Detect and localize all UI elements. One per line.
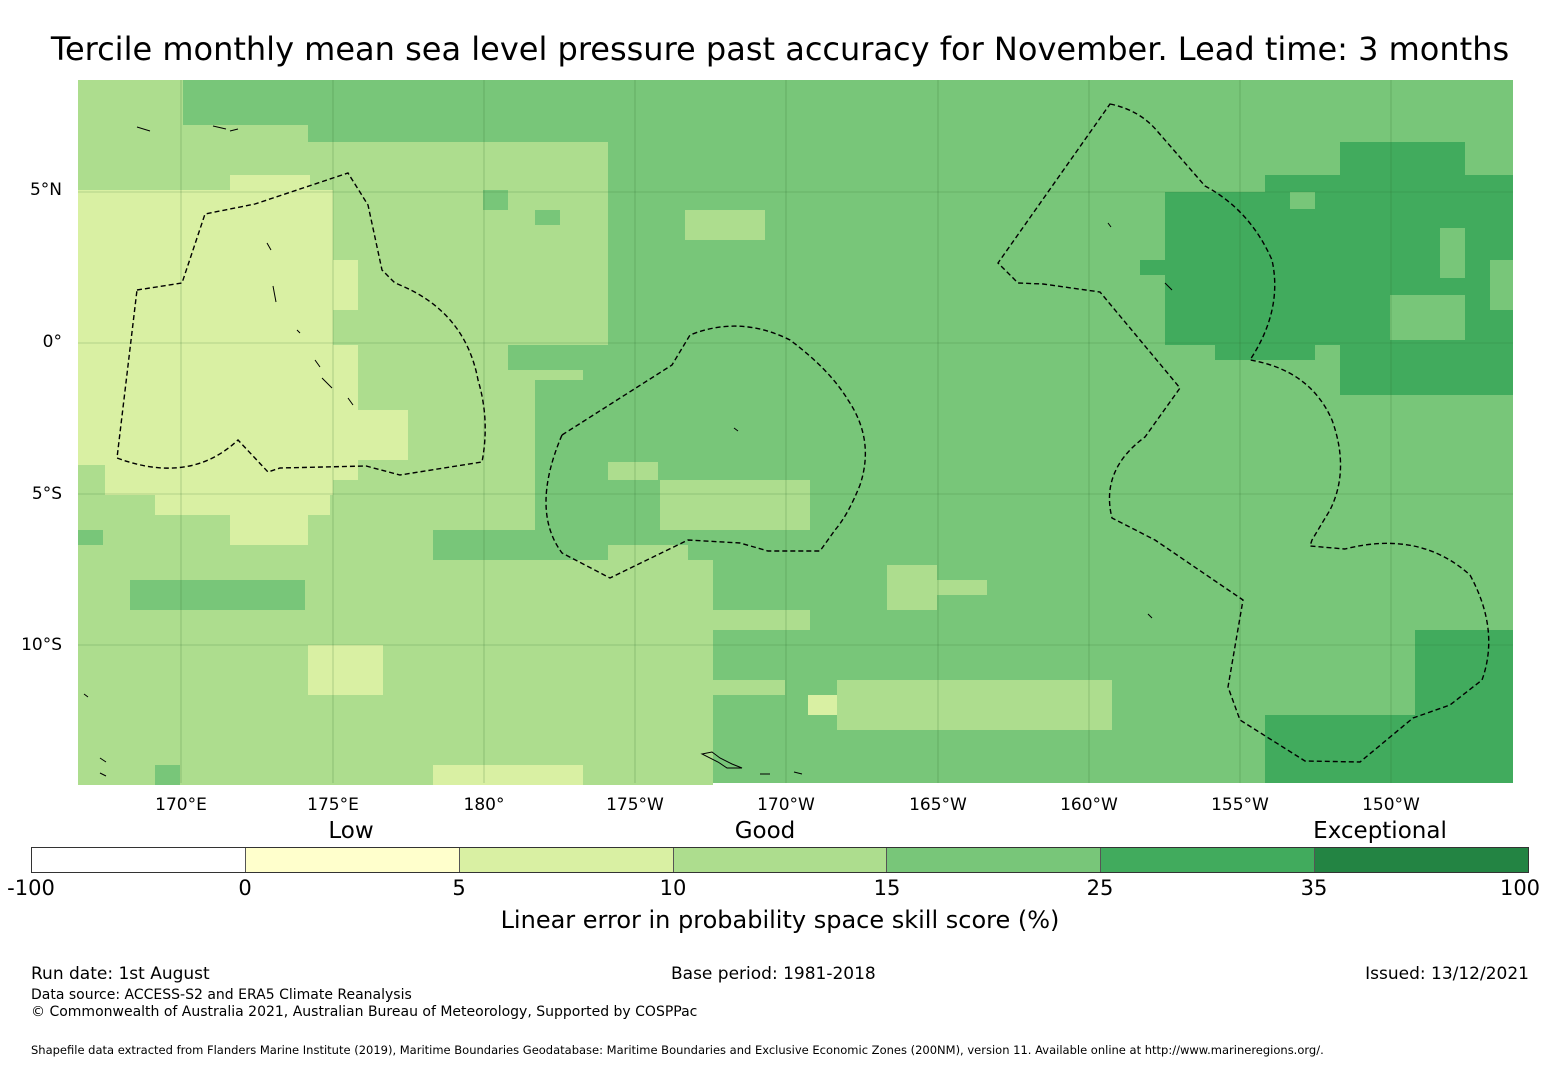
lon-label-150w: 150°W (1362, 795, 1420, 815)
colorbar-tick: 25 (1086, 876, 1114, 900)
gridlines (78, 80, 1513, 783)
copyright: © Commonwealth of Australia 2021, Austra… (31, 1004, 698, 1020)
lon-label-165w: 165°W (909, 795, 967, 815)
run-date: Run date: 1st August (31, 964, 210, 984)
colorbar-tick: 5 (452, 876, 466, 900)
lat-label-10s: 10°S (21, 635, 62, 655)
colorbar-tick: 0 (238, 876, 252, 900)
issued-date: Issued: 13/12/2021 (1365, 964, 1529, 984)
lon-label-175w: 175°W (606, 795, 664, 815)
shapefile-note: Shapefile data extracted from Flanders M… (31, 1043, 1324, 1057)
colorbar-tick: 100 (1499, 876, 1541, 900)
category-exceptional: Exceptional (1313, 818, 1447, 844)
category-good: Good (734, 818, 796, 844)
eez-boundaries (116, 103, 1490, 763)
colorbar-segment (1101, 848, 1316, 872)
lon-label-180: 180° (463, 795, 505, 815)
colorbar-title: Linear error in probability space skill … (500, 906, 1060, 934)
lon-label-160w: 160°W (1060, 795, 1118, 815)
colorbar-tick: 35 (1300, 876, 1328, 900)
lat-label-5n: 5°N (29, 180, 62, 200)
colorbar-segment (673, 848, 888, 872)
lon-label-175e: 175°E (307, 795, 359, 815)
colorbar-tick: 15 (873, 876, 901, 900)
islands (83, 125, 1173, 777)
map-title: Tercile monthly mean sea level pressure … (50, 30, 1510, 68)
colorbar-segment (1315, 848, 1529, 872)
colorbar-tick: 10 (659, 876, 687, 900)
lon-label-170e: 170°E (155, 795, 207, 815)
colorbar-segment (245, 848, 460, 872)
category-low: Low (328, 818, 374, 844)
lat-label-0: 0° (42, 332, 62, 352)
colorbar (31, 847, 1529, 873)
skill-field (78, 80, 1513, 785)
colorbar-segment (32, 848, 246, 872)
colorbar-segment (459, 848, 674, 872)
colorbar-tick: -100 (7, 876, 55, 900)
base-period: Base period: 1981-2018 (671, 964, 876, 984)
colorbar-segment (887, 848, 1102, 872)
data-source: Data source: ACCESS-S2 and ERA5 Climate … (31, 987, 412, 1003)
lat-label-5s: 5°S (31, 484, 62, 504)
lon-label-155w: 155°W (1211, 795, 1269, 815)
lon-label-170w: 170°W (757, 795, 815, 815)
